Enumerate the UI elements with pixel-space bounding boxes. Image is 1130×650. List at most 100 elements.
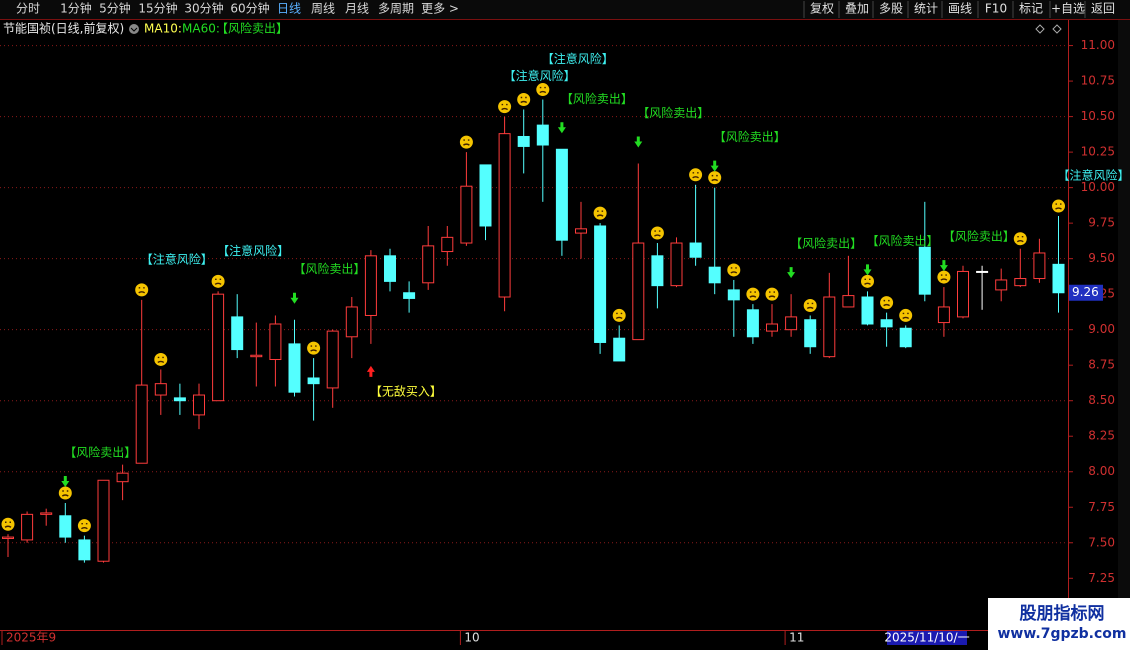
- sell-signal: 【风险卖出】: [561, 91, 633, 106]
- candle-body: [995, 279, 1008, 291]
- last-price-box: [1069, 284, 1103, 301]
- toolbar-button[interactable]: F10: [985, 2, 1007, 16]
- candle-body: [422, 245, 435, 284]
- period-tab[interactable]: 5分钟: [99, 1, 131, 16]
- signal-arrow: [290, 292, 299, 304]
- sell-signal: 【风险卖出】: [293, 261, 365, 276]
- signal-face-features: [214, 278, 222, 285]
- watermark-box: [988, 598, 1130, 650]
- period-tab[interactable]: 30分钟: [184, 1, 223, 16]
- toolbar-button[interactable]: 返回: [1091, 2, 1115, 16]
- candle-body: [555, 148, 568, 241]
- candle-body: [441, 236, 454, 253]
- period-tab[interactable]: 多周期: [378, 2, 414, 16]
- signal-face-features: [310, 345, 317, 352]
- ma10-label: MA10:: [144, 22, 182, 36]
- candle-body: [173, 397, 186, 402]
- candle-body: [97, 479, 110, 562]
- signal-face: [708, 171, 722, 185]
- ma60-label: MA60:: [182, 22, 220, 36]
- signal-face: [459, 135, 473, 149]
- candle-body: [727, 289, 740, 301]
- candle-body: [937, 306, 950, 324]
- toolbar-button[interactable]: 画线: [948, 2, 972, 16]
- period-tab[interactable]: 周线: [311, 2, 335, 16]
- candle-body: [59, 515, 72, 538]
- menu-bar: [0, 0, 1130, 19]
- signal-face: [803, 298, 817, 312]
- signal-face-features: [501, 103, 508, 111]
- signal-arrow: [634, 136, 643, 148]
- signal-face-features: [730, 267, 738, 274]
- dropdown[interactable]: [129, 24, 139, 34]
- signal-face-features: [940, 274, 948, 281]
- signal-arrow: [61, 475, 70, 487]
- signal-face: [612, 308, 626, 322]
- cursor-date: 2025/11/10/一: [884, 631, 969, 645]
- candle-body: [193, 394, 205, 416]
- y-tick-label: 8.75: [1088, 358, 1115, 372]
- candle-body: [976, 270, 989, 273]
- y-tick-label: 10.00: [1081, 180, 1115, 194]
- risk-signal: 【注意风险】: [504, 68, 576, 83]
- candle-body: [594, 225, 607, 343]
- toolbar-button[interactable]: 叠加: [845, 2, 869, 16]
- candle-body: [1033, 252, 1046, 280]
- signal-face-features: [1055, 203, 1062, 210]
- signal-face-features: [692, 172, 699, 179]
- candle-body: [880, 319, 893, 328]
- candle-body: [116, 472, 129, 483]
- candle-body: [517, 135, 530, 147]
- header-signal: 【风险卖出】: [216, 21, 288, 36]
- signal-face: [650, 226, 664, 240]
- sell-signal: 【风险卖出】: [790, 236, 862, 251]
- signal-arrow: [366, 365, 375, 377]
- x-tick-label: 11: [789, 631, 804, 645]
- candle-body: [766, 323, 778, 332]
- candle-body: [785, 316, 798, 331]
- y-tick-label: 8.25: [1088, 429, 1115, 443]
- candle-body: [384, 255, 396, 282]
- panel-icons[interactable]: [1035, 24, 1062, 34]
- signal-face-features: [138, 287, 146, 294]
- period-tab[interactable]: 15分钟: [138, 1, 177, 16]
- period-tab[interactable]: 更多 >: [421, 2, 459, 16]
- period-tab[interactable]: 日线: [277, 2, 301, 16]
- toolbar-button[interactable]: 多股: [879, 2, 903, 16]
- buy-signal: 【无敌买入】: [370, 383, 442, 398]
- candle-body: [708, 266, 721, 284]
- signal-face: [536, 83, 550, 97]
- period-tab[interactable]: 分时: [16, 2, 40, 16]
- y-tick-label: 10.75: [1081, 74, 1115, 88]
- toolbar-button[interactable]: 标记: [1019, 2, 1043, 16]
- watermark-name: 股朋指标网: [1020, 603, 1105, 624]
- x-tick-label: 10: [464, 631, 479, 645]
- signal-face: [937, 270, 951, 284]
- x-tick-label: 2025年9: [6, 631, 56, 645]
- candle-body: [154, 383, 167, 396]
- y-tick-label: 10.50: [1081, 109, 1115, 123]
- toolbar-button[interactable]: +自选: [1051, 2, 1085, 16]
- sell-signal: 【风险卖出】: [866, 233, 938, 248]
- sell-signal: 【风险卖出】: [637, 105, 709, 120]
- signal-face: [746, 287, 760, 301]
- period-tab[interactable]: 1分钟: [60, 1, 92, 16]
- toolbar-button[interactable]: 复权: [810, 2, 834, 16]
- signal-face-features: [806, 302, 814, 310]
- signal-face: [77, 519, 91, 533]
- signal-face-features: [596, 210, 604, 217]
- period-tab[interactable]: 60分钟: [230, 1, 269, 16]
- signal-face-features: [520, 96, 528, 104]
- dropdown-chevron: [130, 27, 138, 32]
- cursor-date-box: [887, 631, 967, 645]
- candle-body: [651, 255, 664, 287]
- period-tab[interactable]: 月线: [345, 2, 369, 16]
- candle-body: [40, 512, 53, 515]
- signal-arrow: [787, 267, 796, 279]
- risk-signal: 【注意风险】: [217, 243, 289, 258]
- toolbar-button[interactable]: 统计: [914, 2, 938, 16]
- candle-body: [689, 242, 702, 258]
- candle-body: [899, 327, 912, 348]
- candle-body: [670, 242, 683, 287]
